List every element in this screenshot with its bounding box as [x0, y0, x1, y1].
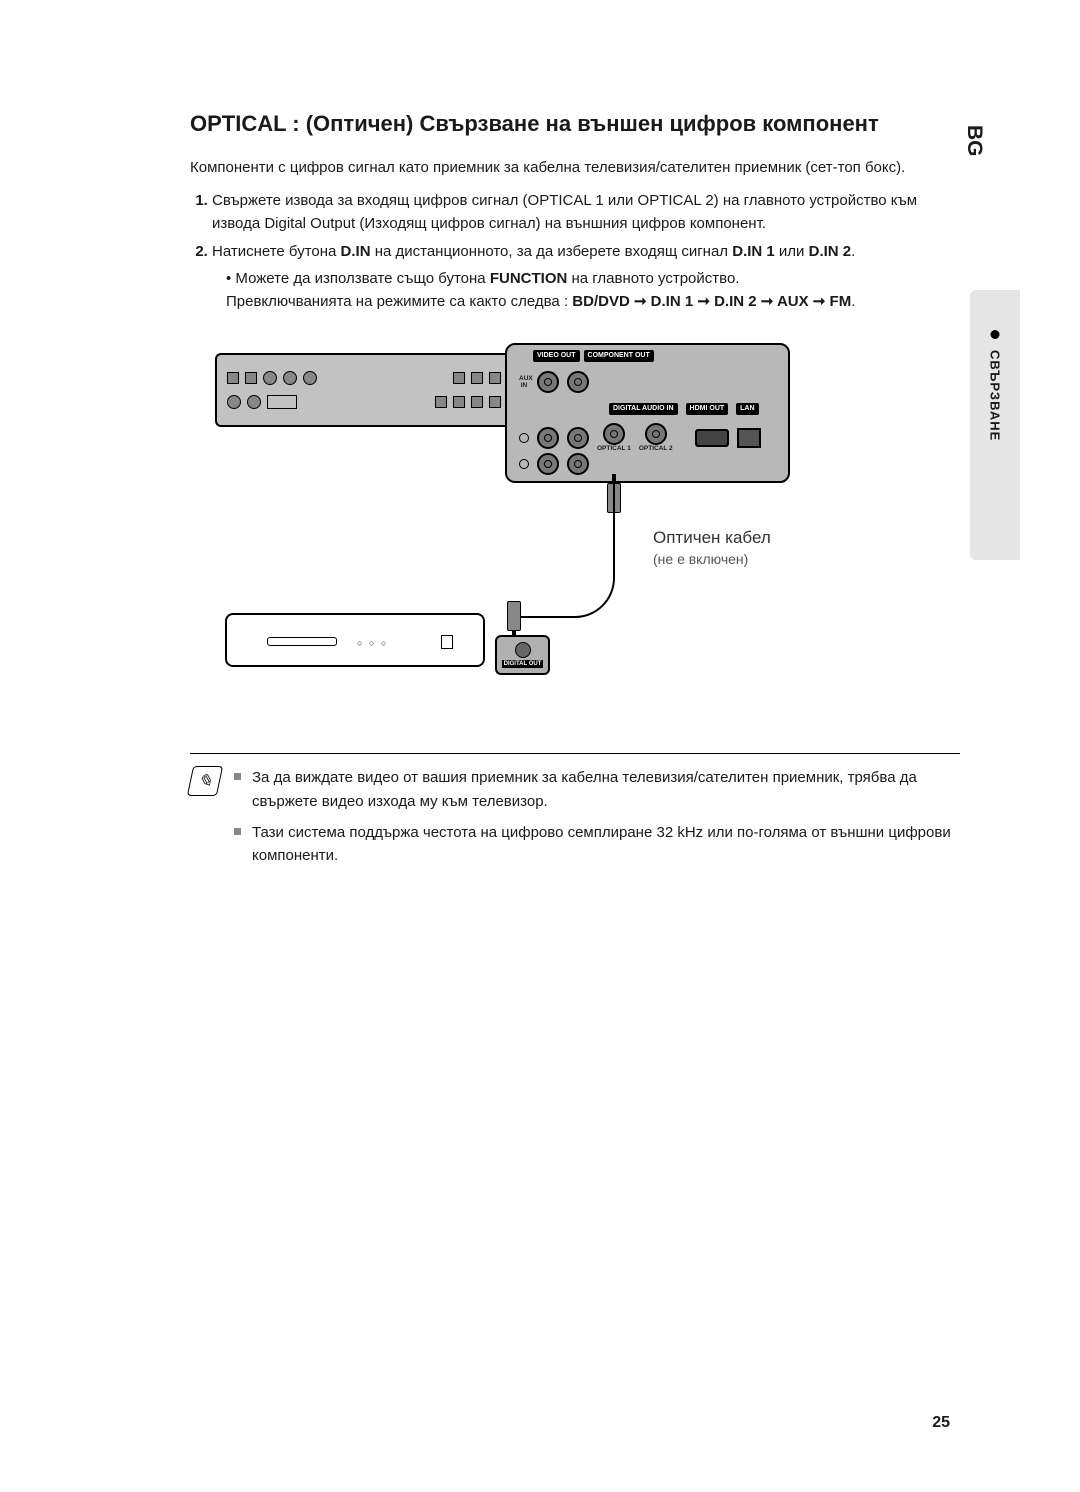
- t: .: [851, 293, 855, 310]
- component-out-label: COMPONENT OUT: [584, 350, 654, 362]
- step-1: Свържете извода за входящ цифров сигнал …: [212, 189, 960, 236]
- language-code: BG: [962, 125, 990, 157]
- optical-port-icon: [603, 423, 625, 445]
- aux-in-label: AUX IN: [519, 375, 529, 389]
- optical-plug-icon: [507, 601, 521, 631]
- optical2-label: OPTICAL 2: [639, 445, 673, 452]
- note-2: Тази система поддържа честота на цифрово…: [234, 821, 960, 868]
- t: .: [851, 243, 855, 260]
- step-2-sublist: Можете да използвате също бутона FUNCTIO…: [212, 267, 960, 314]
- intro-text: Компоненти с цифров сигнал като приемник…: [190, 157, 960, 180]
- external-digital-out-icon: DIGITAL OUT: [495, 635, 550, 675]
- t: Можете да използвате също бутона: [235, 270, 489, 287]
- cable-sublabel: (не е включен): [653, 551, 748, 567]
- digital-out-label: DIGITAL OUT: [502, 660, 544, 668]
- cable-label: Оптичен кабел: [653, 528, 771, 548]
- t: Превключванията на режимите са както сле…: [226, 293, 572, 310]
- t: на дистанционното, за да изберете входящ…: [371, 243, 733, 260]
- video-out-label: VIDEO OUT: [533, 350, 580, 362]
- optical-port-icon: [645, 423, 667, 445]
- note-list: За да виждате видео от вашия приемник за…: [234, 766, 960, 875]
- t: D.IN: [341, 243, 371, 260]
- steps-list: Свържете извода за входящ цифров сигнал …: [190, 189, 960, 313]
- note-icon: ✎: [187, 766, 223, 796]
- port-icon: [537, 427, 559, 449]
- main-unit-icon: [215, 353, 513, 427]
- t: или: [775, 243, 809, 260]
- note-block: ✎ За да виждате видео от вашия приемник …: [190, 766, 960, 875]
- cable-icon: [613, 481, 615, 561]
- separator: [190, 753, 960, 754]
- lang-label: BG: [962, 125, 986, 157]
- t: на главното устройство.: [567, 270, 739, 287]
- t: D.IN 2: [809, 243, 852, 260]
- lan-label: LAN: [736, 403, 758, 415]
- note-1: За да виждате видео от вашия приемник за…: [234, 766, 960, 813]
- t: Натиснете бутона: [212, 243, 341, 260]
- step-1-text: Свържете извода за входящ цифров сигнал …: [212, 192, 917, 232]
- sub-1: Можете да използвате също бутона FUNCTIO…: [226, 267, 960, 314]
- section-tab: СВЪРЗВАНЕ: [970, 290, 1020, 560]
- port-icon: [537, 371, 559, 393]
- optical1-label: OPTICAL 1: [597, 445, 631, 452]
- port-icon: [567, 371, 589, 393]
- port-icon: [537, 453, 559, 475]
- cable-icon: [515, 558, 615, 618]
- t: D.IN 1: [732, 243, 775, 260]
- t: BD/DVD ➞ D.IN 1 ➞ D.IN 2 ➞ AUX ➞ FM: [572, 293, 851, 310]
- rear-panel-zoom-icon: VIDEO OUT COMPONENT OUT AUX IN DIGITAL A…: [505, 343, 790, 483]
- page-number: 25: [932, 1414, 950, 1432]
- hdmi-out-label: HDMI OUT: [686, 403, 729, 415]
- step-2: Натиснете бутона D.IN на дистанционното,…: [212, 240, 960, 314]
- port-icon: [567, 453, 589, 475]
- page-title: OPTICAL : (Оптичен) Свързване на външен …: [190, 110, 960, 139]
- port-icon: [567, 427, 589, 449]
- lan-port-icon: [737, 428, 761, 448]
- connection-diagram: VIDEO OUT COMPONENT OUT AUX IN DIGITAL A…: [215, 353, 935, 713]
- external-device-icon: ○ ○ ○: [225, 613, 485, 667]
- t: FUNCTION: [490, 270, 568, 287]
- manual-page: BG СВЪРЗВАНЕ OPTICAL : (Оптичен) Свързва…: [0, 0, 1080, 1492]
- digital-audio-in-label: DIGITAL AUDIO IN: [609, 403, 678, 415]
- section-label: СВЪРЗВАНЕ: [988, 350, 1003, 441]
- section-dot-icon: [991, 330, 1000, 339]
- hdmi-port-icon: [695, 429, 729, 447]
